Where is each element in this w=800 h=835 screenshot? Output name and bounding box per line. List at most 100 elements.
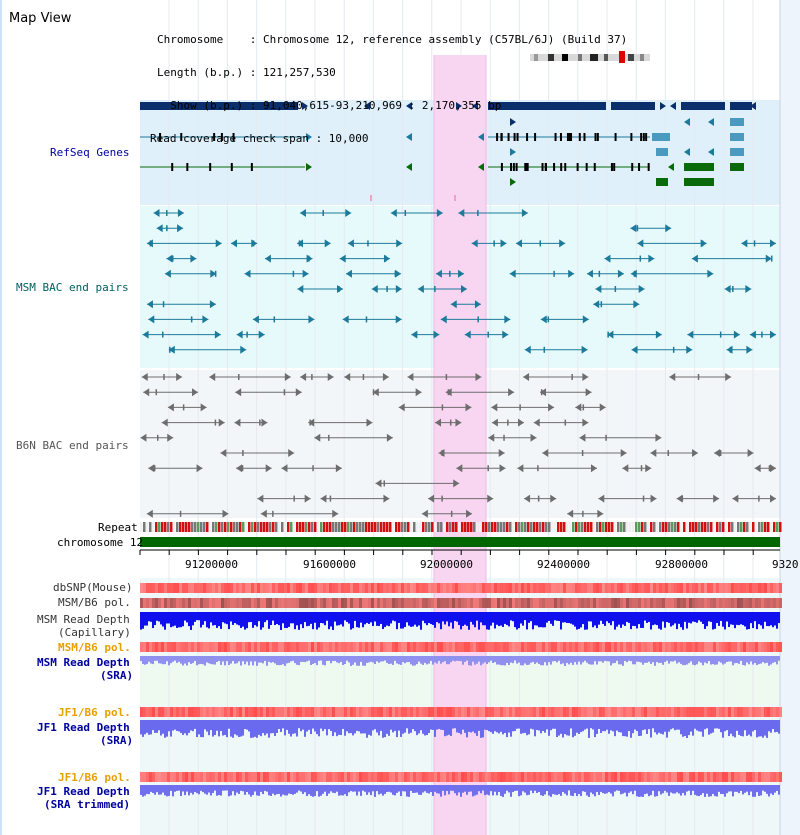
read-depth-bar — [678, 612, 680, 624]
read-depth-bar — [444, 720, 446, 737]
snp-density-bin — [263, 583, 266, 593]
read-depth-bar — [584, 656, 586, 661]
snp-density-bin — [398, 642, 401, 652]
read-depth-bar — [546, 656, 548, 666]
snp-density-bin — [509, 583, 512, 593]
repeat-element — [617, 522, 620, 532]
read-depth-bar — [234, 785, 236, 796]
read-depth-bar — [270, 656, 272, 663]
track-label-msm-depth-sra[interactable]: MSM Read Depth — [37, 656, 130, 669]
read-depth-bar — [482, 785, 484, 791]
snp-density-bin — [272, 642, 275, 652]
track-label-b6n-bac[interactable]: B6N BAC end pairs — [16, 439, 129, 452]
strand-arrow — [498, 449, 505, 457]
strand-arrow — [141, 373, 148, 381]
track-label-msm-depth-capillary[interactable]: MSM Read Depth — [37, 613, 130, 626]
read-depth-bar — [572, 785, 574, 797]
repeat-element — [254, 522, 257, 532]
snp-density-bin — [578, 772, 581, 782]
track-label-msm-bac[interactable]: MSM BAC end pairs — [16, 281, 129, 294]
read-depth-bar — [640, 656, 642, 663]
read-depth-bar — [432, 720, 434, 730]
snp-density-bin — [350, 707, 353, 717]
read-depth-bar — [532, 656, 534, 662]
read-depth-bar — [280, 656, 282, 665]
read-depth-bar — [754, 656, 756, 664]
track-label-jf1-b6-pol[interactable]: JF1/B6 pol. — [58, 706, 131, 719]
strand-arrow — [684, 148, 690, 156]
track-label-jf1-trimmed[interactable]: JF1 Read Depth — [37, 785, 130, 798]
snp-density-bin — [647, 598, 650, 608]
read-depth-bar — [500, 612, 502, 626]
read-depth-bar — [544, 612, 546, 628]
exon — [500, 163, 503, 171]
read-depth-bar — [390, 612, 392, 624]
snp-density-bin — [365, 583, 368, 593]
snp-density-bin — [371, 583, 374, 593]
snp-density-bin — [530, 583, 533, 593]
read-depth-bar — [470, 612, 472, 622]
track-label-msm-b6-pol[interactable]: MSM/B6 pol. — [58, 596, 131, 609]
snp-density-bin — [206, 598, 209, 608]
snp-density-bin — [479, 598, 482, 608]
snp-density-bin — [479, 707, 482, 717]
read-depth-bar — [606, 656, 608, 662]
read-depth-bar — [766, 785, 768, 794]
read-depth-bar — [144, 656, 146, 665]
snp-density-bin — [731, 772, 734, 782]
snp-density-bin — [758, 583, 761, 593]
track-label-msm-b6-pol-sra[interactable]: MSM/B6 pol. — [58, 641, 131, 654]
repeat-element — [233, 522, 236, 532]
bac-end — [273, 316, 276, 323]
snp-density-bin — [248, 707, 251, 717]
track-label-repeat[interactable]: Repeat — [98, 521, 138, 534]
read-depth-bar — [396, 785, 398, 793]
read-depth-bar — [400, 656, 402, 665]
read-depth-bar — [428, 785, 430, 794]
snp-density-bin — [155, 642, 158, 652]
snp-density-bin — [341, 707, 344, 717]
read-depth-bar — [244, 720, 246, 730]
snp-density-bin — [524, 642, 527, 652]
read-depth-bar — [602, 720, 604, 732]
read-depth-bar — [534, 656, 536, 664]
snp-density-bin — [647, 707, 650, 717]
read-depth-bar — [500, 656, 502, 666]
repeat-element — [308, 522, 311, 532]
read-depth-bar — [526, 785, 528, 796]
track-label-jf1-depth[interactable]: JF1 Read Depth — [37, 721, 130, 734]
snp-density-bin — [266, 642, 269, 652]
bac-end — [600, 301, 603, 308]
read-depth-bar — [182, 612, 184, 627]
strand-arrow — [645, 464, 652, 473]
snp-density-bin — [539, 707, 542, 717]
axis-tick-label: 92400000 — [537, 558, 590, 571]
snp-density-bin — [449, 583, 452, 593]
ideogram-band — [578, 54, 582, 61]
read-depth-bar — [178, 656, 180, 662]
track-label-refseq[interactable]: RefSeq Genes — [50, 146, 130, 159]
repeat-element — [485, 522, 488, 532]
read-depth-bar — [354, 656, 356, 663]
repeat-element — [770, 522, 773, 532]
track-label-jf1-b6-pol-2[interactable]: JF1/B6 pol. — [58, 771, 131, 784]
strand-arrow — [465, 403, 472, 412]
snp-density-bin — [626, 598, 629, 608]
read-depth-bar — [328, 656, 330, 661]
snp-density-bin — [359, 583, 362, 593]
snp-density-bin — [557, 707, 560, 717]
snp-density-bin — [722, 642, 725, 652]
track-label-dbsnp[interactable]: dbSNP(Mouse) — [53, 581, 133, 594]
snp-density-bin — [446, 583, 449, 593]
repeat-element — [320, 522, 323, 532]
strand-arrow — [509, 269, 516, 278]
read-depth-bar — [462, 720, 464, 730]
snp-density-bin — [302, 642, 305, 652]
read-depth-bar — [248, 656, 250, 666]
strand-arrow — [299, 209, 306, 217]
snp-density-bin — [239, 642, 242, 652]
read-depth-bar — [312, 612, 314, 630]
snp-density-bin — [194, 772, 197, 782]
read-depth-bar — [576, 785, 578, 797]
snp-density-bin — [179, 642, 182, 652]
